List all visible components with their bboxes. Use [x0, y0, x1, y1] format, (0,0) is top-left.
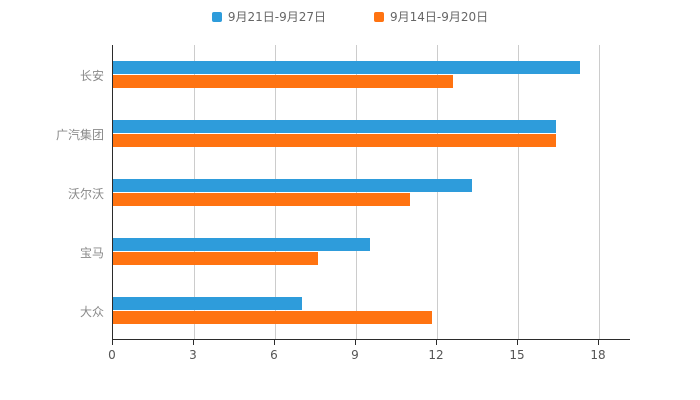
bar-series2-cat2 [113, 193, 410, 206]
gridline-x-15 [518, 45, 519, 339]
legend-marker-orange-icon [374, 11, 384, 22]
gridline-x-9 [356, 45, 357, 339]
x-axis-label-18: 18 [590, 348, 606, 362]
gridline-x-18 [599, 45, 600, 339]
bar-series2-cat3 [113, 252, 319, 265]
x-tick-12 [436, 340, 437, 345]
y-axis-label-1: 广汽集团 [55, 127, 104, 142]
plot-area [112, 45, 630, 340]
legend: 9月21日-9月27日 9月14日-9月20日 [0, 8, 700, 25]
x-axis-label-3: 3 [189, 348, 197, 362]
x-tick-15 [517, 340, 518, 345]
x-axis-label-12: 12 [428, 348, 444, 362]
x-tick-9 [355, 340, 356, 345]
bar-series1-cat4 [113, 297, 302, 310]
x-tick-0 [112, 340, 113, 345]
bar-series2-cat0 [113, 75, 454, 88]
x-axis-label-15: 15 [509, 348, 525, 362]
gridline-x-12 [437, 45, 438, 339]
bar-series2-cat4 [113, 311, 432, 324]
legend-item-week2[interactable]: 9月21日-9月27日 [211, 8, 326, 25]
x-tick-18 [598, 340, 599, 345]
legend-item-week1[interactable]: 9月14日-9月20日 [374, 8, 488, 25]
bar-series1-cat1 [113, 120, 556, 133]
x-tick-6 [274, 340, 275, 345]
y-axis-label-3: 宝马 [79, 245, 104, 260]
x-axis-label-0: 0 [108, 348, 116, 362]
x-tick-3 [193, 340, 194, 345]
bar-series2-cat1 [113, 134, 556, 147]
gridline-x-3 [194, 45, 195, 339]
x-axis-label-6: 6 [270, 348, 278, 362]
gridline-x-6 [275, 45, 276, 339]
y-axis-label-4: 大众 [79, 304, 104, 319]
bar-series1-cat2 [113, 179, 473, 192]
y-axis-label-2: 沃尔沃 [67, 186, 104, 201]
legend-label-week1: 9月14日-9月20日 [390, 10, 489, 24]
bar-series1-cat3 [113, 238, 370, 251]
bar-series1-cat0 [113, 61, 581, 74]
x-axis-label-9: 9 [351, 348, 359, 362]
legend-label-week2: 9月21日-9月27日 [227, 10, 326, 24]
legend-marker-blue-icon [211, 11, 222, 22]
y-axis-label-0: 长安 [79, 68, 104, 83]
